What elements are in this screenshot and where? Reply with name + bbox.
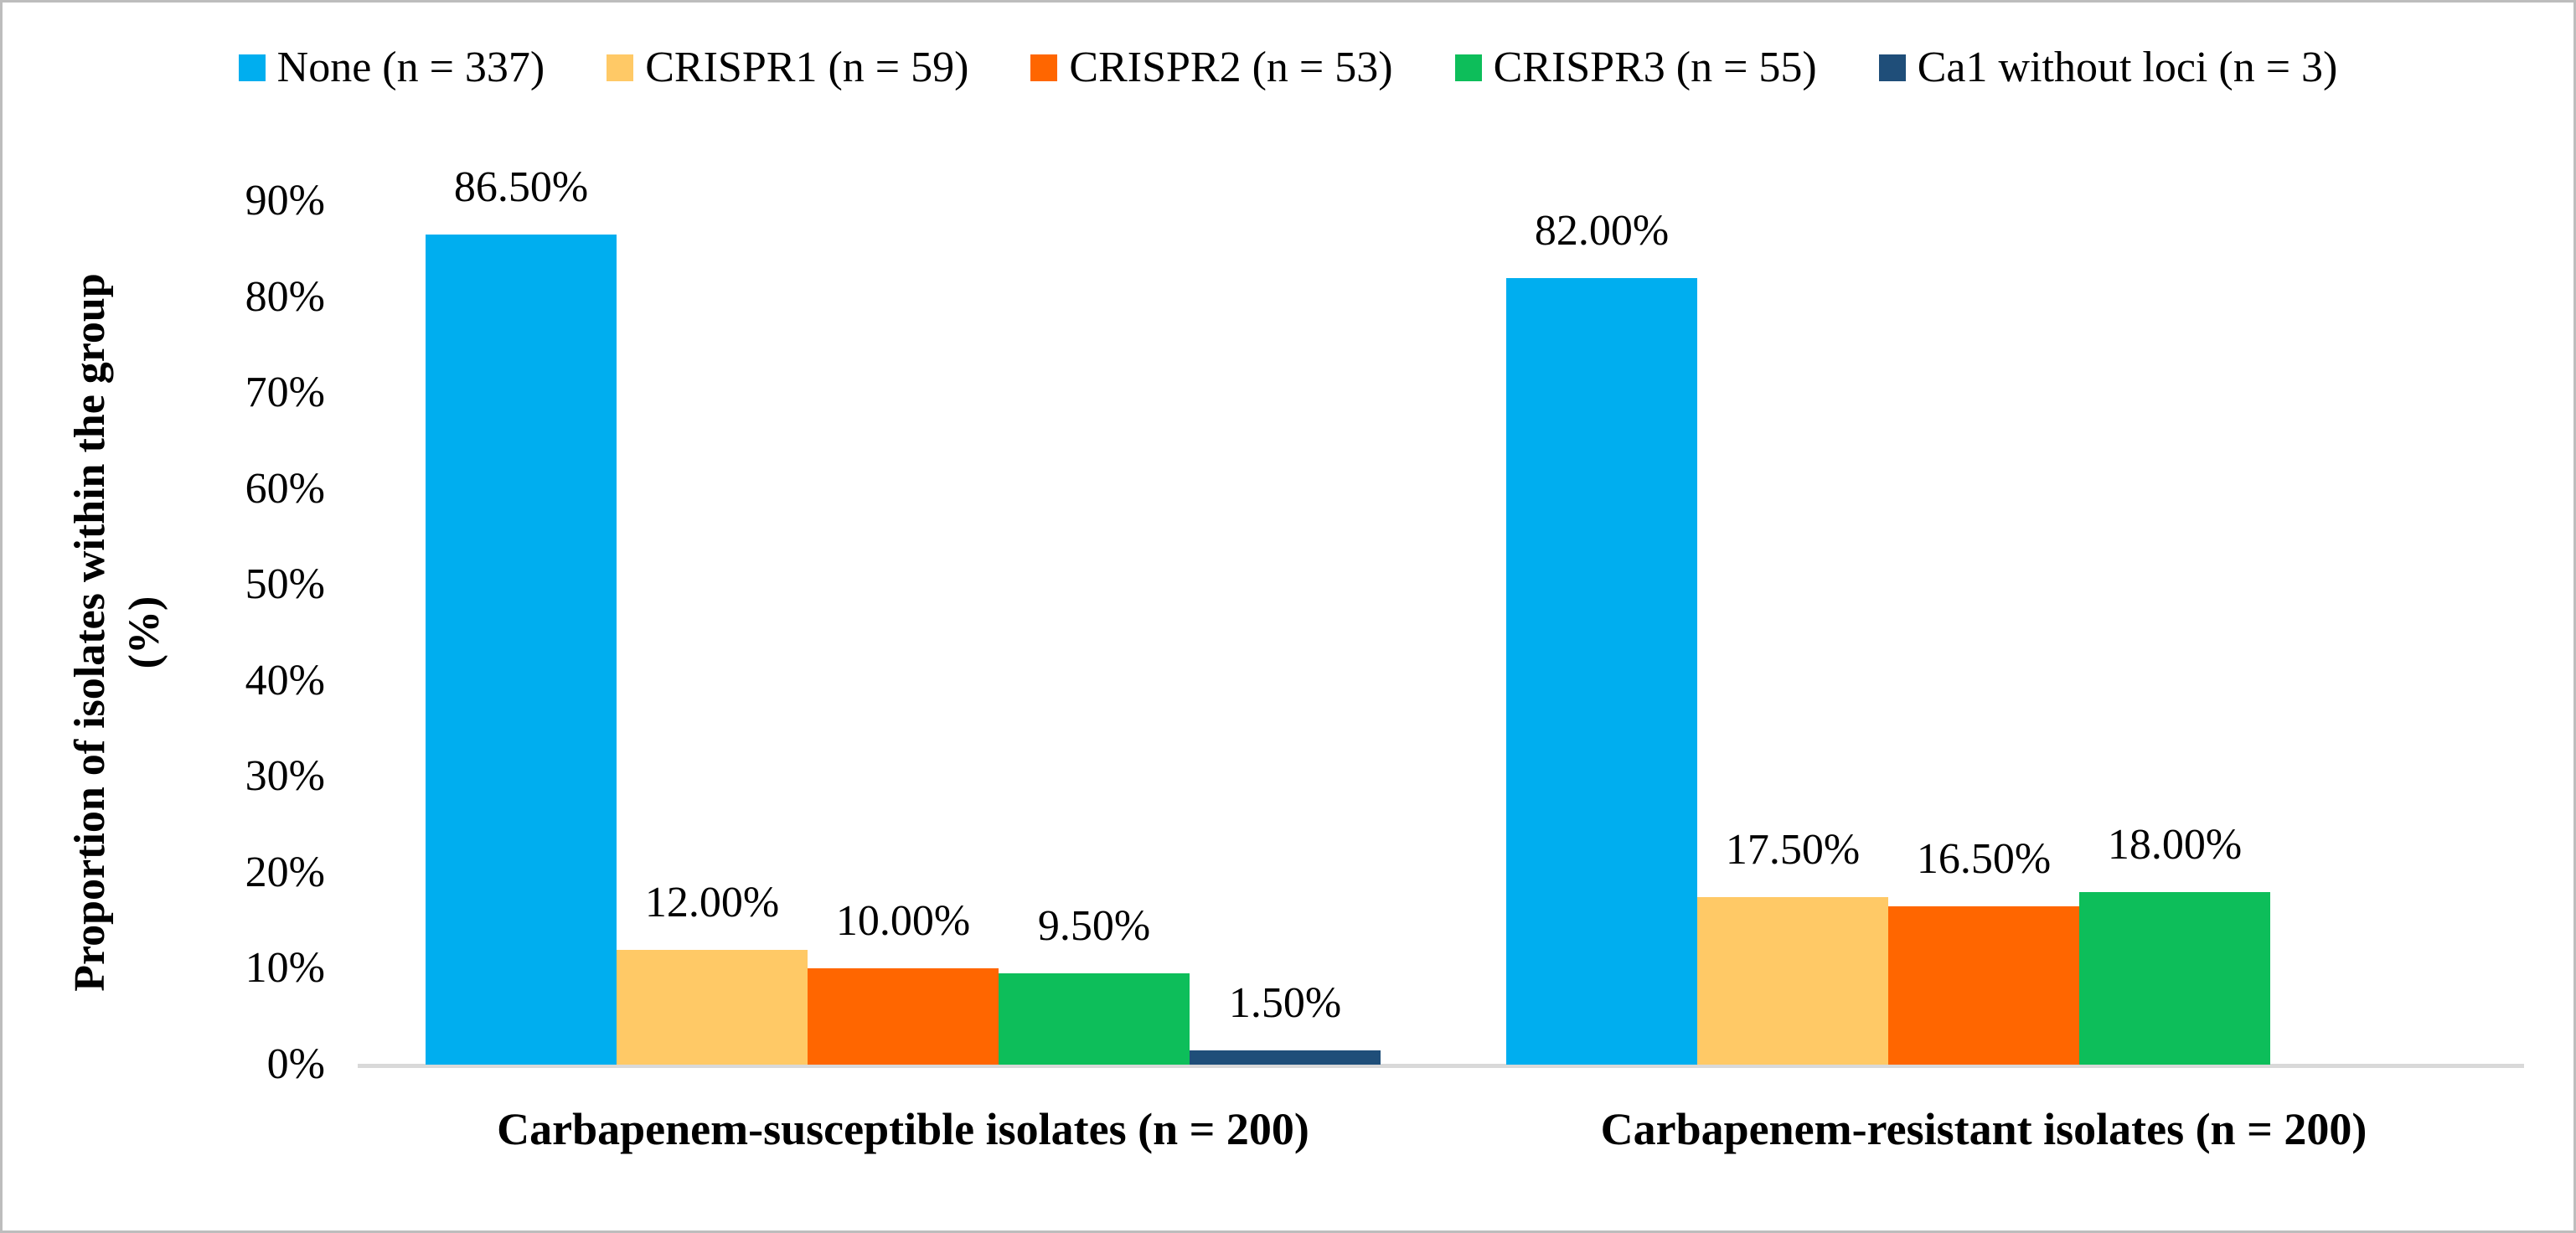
legend-item: CRISPR1 (n = 59) <box>607 46 968 90</box>
y-tick-label: 60% <box>245 464 325 513</box>
bar-slot: 9.50% <box>999 201 1190 1065</box>
legend: None (n = 337) CRISPR1 (n = 59) CRISPR2 (n… <box>3 46 2573 90</box>
legend-item: None (n = 337) <box>238 44 545 91</box>
y-axis: 0% 10% 20% 30% 40% 50% 60% 70% 80% 90% <box>3 179 333 1086</box>
bar <box>2079 891 2270 1065</box>
bar <box>617 949 808 1065</box>
y-tick-label: 30% <box>245 752 325 801</box>
y-tick-label: 40% <box>245 656 325 704</box>
y-tick-label: 80% <box>245 272 325 321</box>
bar-value-label: 16.50% <box>1916 834 2052 883</box>
bar <box>808 968 999 1065</box>
legend-swatch-icon <box>238 54 266 81</box>
y-tick-label: 70% <box>245 369 325 417</box>
bar-slot: 17.50% <box>1697 201 1888 1065</box>
bar-value-label: 9.50% <box>1037 902 1151 951</box>
bar <box>999 973 1190 1065</box>
y-tick-label: 90% <box>245 177 325 224</box>
bar-slot <box>2270 201 2461 1065</box>
legend-swatch-icon <box>1454 54 1482 81</box>
legend-label: CRISPR2 (n = 53) <box>1069 44 1393 91</box>
plot-area: 86.50% 12.00% 10.00% 9.50% 1.50% 82.00% 17.50%… <box>358 166 2524 1068</box>
legend-label: None (n = 337) <box>276 44 545 91</box>
legend-label: Ca1 without loci (n = 3) <box>1917 44 2338 91</box>
bar-cluster: 86.50% 12.00% 10.00% 9.50% 1.50% <box>426 166 1381 1065</box>
bar <box>426 235 617 1065</box>
bar-value-label: 82.00% <box>1534 206 1670 255</box>
bar-slot: 10.00% <box>808 201 999 1065</box>
x-axis-line <box>358 1064 2524 1068</box>
bar-slot: 12.00% <box>617 201 808 1065</box>
bar-slot: 1.50% <box>1190 201 1381 1065</box>
bar <box>1888 905 2079 1065</box>
legend-swatch-icon <box>607 54 634 81</box>
legend-swatch-icon <box>1878 54 1906 81</box>
bar-value-label: 12.00% <box>644 878 780 926</box>
y-tick-label: 50% <box>245 560 325 609</box>
legend-item: Ca1 without loci (n = 3) <box>1878 44 2338 91</box>
bar-slot: 86.50% <box>426 166 617 1065</box>
bar-value-label: 18.00% <box>2107 820 2243 869</box>
legend-label: CRISPR3 (n = 55) <box>1493 44 1817 91</box>
legend-swatch-icon <box>1030 54 1058 81</box>
bar-value-label: 1.50% <box>1228 978 1342 1027</box>
y-tick-label: 0% <box>266 1040 325 1088</box>
category-label-resistant: Carbapenem-resistant isolates (n = 200) <box>1600 1104 2367 1154</box>
bar-slot: 18.00% <box>2079 201 2270 1065</box>
y-tick-label: 10% <box>245 944 325 993</box>
y-tick-label: 20% <box>245 848 325 896</box>
bar-slot: 16.50% <box>1888 201 2079 1065</box>
legend-item: CRISPR3 (n = 55) <box>1454 44 1817 91</box>
bar-value-label: 86.50% <box>453 163 589 212</box>
bar-slot: 82.00% <box>1506 201 1697 1065</box>
bar <box>1506 277 1697 1065</box>
bar <box>1697 896 1888 1065</box>
bar <box>1190 1050 1381 1065</box>
bar-cluster: 82.00% 17.50% 16.50% 18.00% <box>1506 201 2461 1065</box>
legend-label: CRISPR1 (n = 59) <box>645 44 969 91</box>
bar-value-label: 17.50% <box>1725 825 1861 874</box>
bar-value-label: 10.00% <box>835 897 971 946</box>
legend-item: CRISPR2 (n = 53) <box>1030 44 1393 91</box>
category-label-susceptible: Carbapenem-susceptible isolates (n = 200… <box>497 1104 1309 1154</box>
